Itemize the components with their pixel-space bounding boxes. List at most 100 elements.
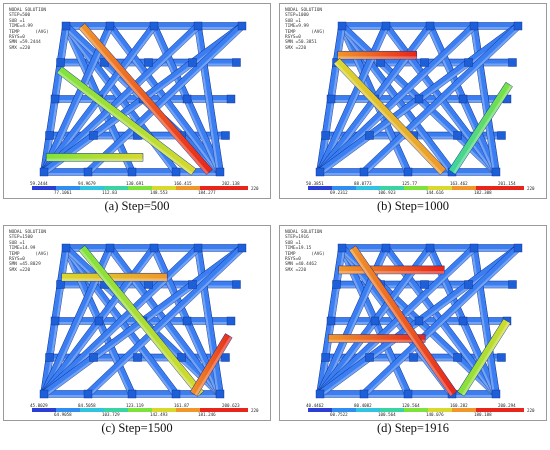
header-line: NODAL SOLUTION (285, 8, 323, 13)
node-joint (45, 131, 54, 140)
node-joint (414, 316, 424, 326)
legend-tick-label: 50.3851 (306, 181, 324, 186)
legend-swatch (332, 408, 356, 412)
plot-frame: NODAL SOLUTION STEP=1000 SUB =1 TIME=9.99 TE… (279, 3, 547, 199)
node-joint (39, 389, 49, 399)
hot-strut (61, 272, 168, 282)
solution-header: NODAL SOLUTION STEP=1916 SUB =1 TIME=19.15 T… (285, 230, 325, 273)
panel-step-500: NODAL SOLUTION STEP=500 SUB =1 TIME=4.99 TEM… (3, 3, 271, 216)
hot-strut (333, 57, 447, 176)
legend-swatch (176, 408, 200, 412)
node-joint (315, 389, 325, 399)
plot-frame: NODAL SOLUTION STEP=500 SUB =1 TIME=4.99 TEM… (3, 3, 271, 199)
header-line: TEMP (AVG) (285, 251, 325, 257)
header-line: RSYS=0 (285, 256, 301, 262)
header-line: SMN =40.4462 (285, 262, 317, 268)
node-joint (508, 280, 517, 289)
legend-tick-label: 182.308 (474, 190, 492, 195)
legend-swatch (308, 186, 332, 190)
legend-swatch (128, 186, 152, 190)
legend-tick-label: 130.691 (126, 181, 144, 186)
node-joint (326, 316, 336, 326)
node-joint (469, 21, 479, 31)
node-joint (337, 243, 347, 253)
node-joint (237, 243, 247, 253)
legend-tick-label: 112.83 (102, 190, 118, 195)
plot-frame: NODAL SOLUTION STEP=1500 SUB =1 TIME=14.99 T… (3, 225, 271, 421)
color-legend: 45.8029 84.5058 123.119 161.87 200.623 64.905… (30, 403, 259, 417)
node-joint (453, 131, 462, 140)
legend-tick-label: 200.294 (498, 403, 516, 408)
header-line: TIME=14.99 (9, 246, 36, 252)
solution-header: NODAL SOLUTION STEP=1500 SUB =1 TIME=14.99 T… (9, 230, 49, 273)
node-joint (425, 243, 435, 253)
legend-tick-label: 184.277 (198, 190, 216, 195)
header-line: SUB =1 (285, 18, 301, 24)
legend-tick-label: 103.729 (102, 412, 120, 417)
legend-tick-label: 181.246 (198, 412, 216, 417)
header-line: SMX =220 (9, 267, 31, 273)
hot-strut (338, 265, 445, 275)
legend-tick-label: 59.2444 (30, 181, 48, 186)
node-joint (315, 167, 325, 177)
header-line: TIME=4.99 (9, 24, 33, 30)
legend-swatch (500, 186, 524, 190)
legend-swatch (380, 186, 404, 190)
node-joint (365, 131, 374, 140)
legend-swatch (332, 186, 356, 190)
node-joint (381, 243, 391, 253)
node-joint (420, 58, 429, 67)
node-joint (215, 389, 225, 399)
node-joint (232, 280, 241, 289)
node-joint (171, 167, 181, 177)
header-line: RSYS=0 (9, 34, 25, 40)
node-joint (508, 58, 517, 67)
node-joint (45, 353, 54, 362)
node-joint (105, 243, 115, 253)
legend-tick-label: 77.1061 (54, 190, 72, 195)
legend-tick-label: 40.4462 (306, 403, 324, 408)
legend-tick-label: 100.564 (378, 412, 396, 417)
legend-swatch (152, 186, 176, 190)
node-joint (149, 243, 159, 253)
legend-swatch (56, 186, 80, 190)
legend-swatch (56, 408, 80, 412)
node-joint (497, 353, 506, 362)
node-joint (188, 280, 197, 289)
color-legend: 59.2444 94.9679 130.691 166.415 202.138 77.10… (30, 181, 259, 195)
legend-tick-label: 106.923 (378, 190, 396, 195)
legend-swatch (200, 186, 224, 190)
legend-tick-label: 144.616 (426, 190, 444, 195)
legend-tick-label: 123.119 (126, 403, 144, 408)
legend-swatch (476, 408, 500, 412)
hot-strut (78, 245, 205, 397)
header-line: SMN =50.3851 (285, 40, 317, 46)
legend-swatch (80, 186, 104, 190)
node-joint (420, 280, 429, 289)
legend-swatch (308, 408, 332, 412)
color-legend: 40.4462 80.4082 120.564 160.282 200.294 60.75… (306, 403, 535, 417)
node-joint (376, 58, 385, 67)
legend-tick-label: 45.8029 (30, 403, 48, 408)
header-line: SUB =1 (9, 240, 25, 246)
legend-swatch (404, 408, 428, 412)
legend-swatch (32, 408, 56, 412)
hot-strut (189, 333, 233, 397)
hot-strut (337, 50, 418, 60)
legend-tick-label: 163.462 (450, 181, 468, 186)
node-joint (453, 353, 462, 362)
panel-step-1000: NODAL SOLUTION STEP=1000 SUB =1 TIME=9.99 TE… (279, 3, 547, 216)
legend-tick-label: 142.493 (150, 412, 168, 417)
node-joint (226, 316, 236, 326)
node-joint (513, 21, 523, 31)
node-joint (332, 280, 341, 289)
lattice-scene (39, 21, 247, 177)
legend-swatch (500, 408, 524, 412)
hot-strut (457, 318, 511, 397)
hot-strut (348, 245, 458, 397)
node-joint (326, 94, 336, 104)
node-joint (177, 353, 186, 362)
node-joint (56, 58, 65, 67)
node-joint (171, 389, 181, 399)
legend-swatch (152, 408, 176, 412)
